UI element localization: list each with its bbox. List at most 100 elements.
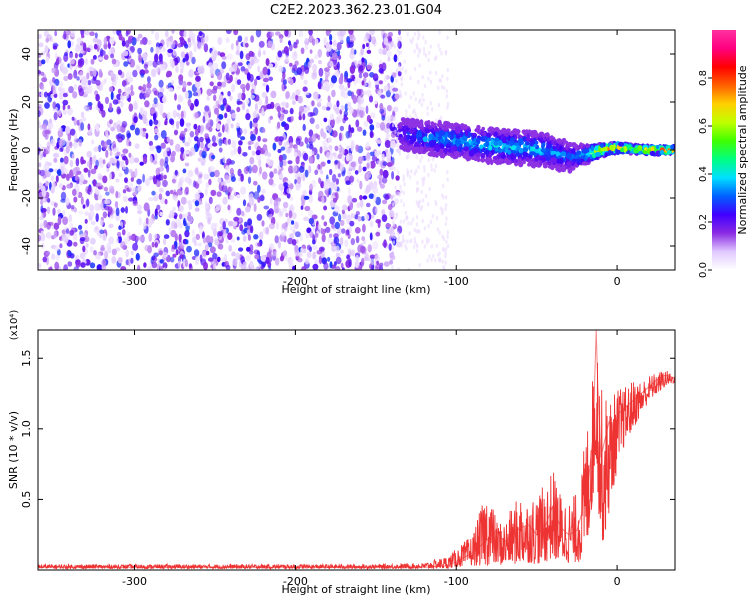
heatmap-cell [86, 72, 90, 80]
heatmap-cell [350, 238, 355, 246]
heatmap-cell [290, 258, 294, 266]
heatmap-cell [413, 240, 417, 245]
heatmap-cell [355, 211, 360, 216]
heatmap-cell [334, 266, 341, 270]
heatmap-cell [158, 265, 162, 270]
heatmap-cell [91, 156, 96, 165]
heatmap-cell [427, 202, 430, 207]
heatmap-cell [179, 244, 185, 249]
heatmap-cell [180, 51, 186, 59]
heatmap-cell [513, 158, 518, 163]
heatmap-cell [187, 37, 191, 43]
heatmap-cell [398, 243, 401, 248]
heatmap-cell [153, 233, 158, 239]
heatmap-cell [333, 236, 340, 245]
heatmap-cell [54, 30, 58, 37]
heatmap-cell [498, 158, 504, 163]
spectrogram-x-ticks: -300 -200 -100 0 [122, 30, 621, 288]
heatmap-cell [55, 175, 59, 183]
heatmap-cell [262, 66, 268, 76]
heatmap-cell [289, 196, 294, 201]
heatmap-cell [581, 149, 586, 154]
heatmap-cell [396, 170, 400, 175]
heatmap-cell [365, 89, 372, 96]
heatmap-cell [546, 144, 552, 149]
heatmap-cell [53, 152, 59, 158]
heatmap-cell [358, 109, 365, 118]
heatmap-cell [365, 257, 371, 262]
heatmap-cell [180, 196, 187, 205]
snr-y-label: SNR (10 * v/v) [7, 411, 20, 489]
heatmap-cell [175, 65, 179, 73]
heatmap-cell [124, 177, 128, 184]
heatmap-cell [251, 164, 258, 174]
heatmap-cell [62, 99, 69, 106]
heatmap-cell [604, 152, 608, 158]
heatmap-cell [217, 256, 221, 262]
heatmap-cell [53, 93, 58, 98]
heatmap-cell [423, 51, 426, 56]
heatmap-cell [304, 169, 309, 178]
heatmap-cell [500, 134, 504, 140]
heatmap-cell [56, 169, 62, 175]
snr-trend-line [38, 330, 675, 568]
heatmap-cell [107, 246, 112, 254]
heatmap-cell [373, 194, 377, 203]
heatmap-cell [390, 160, 395, 166]
heatmap-cell [148, 218, 155, 225]
heatmap-cell [365, 184, 371, 193]
heatmap-cell [73, 241, 78, 247]
heatmap-cell [482, 131, 487, 136]
y-tick-label: 1.5 [20, 349, 33, 367]
heatmap-cell [383, 37, 389, 46]
heatmap-cell [137, 210, 143, 215]
heatmap-cell [440, 84, 444, 90]
heatmap-cell [194, 207, 200, 212]
heatmap-cell [190, 33, 196, 38]
heatmap-cell [421, 75, 424, 80]
heatmap-cell [346, 254, 350, 260]
heatmap-cell [214, 169, 220, 178]
heatmap-cell [68, 86, 74, 94]
heatmap-cell [228, 244, 233, 252]
heatmap-cell [411, 36, 415, 41]
heatmap-cell [214, 107, 219, 115]
heatmap-cell [38, 110, 41, 118]
heatmap-cell [170, 155, 175, 163]
heatmap-cell [414, 97, 417, 102]
heatmap-cell [194, 128, 199, 137]
heatmap-cell [331, 75, 337, 84]
heatmap-cell [403, 59, 406, 64]
heatmap-cell [331, 130, 338, 138]
heatmap-cell [347, 195, 353, 205]
heatmap-cell [199, 254, 203, 263]
heatmap-cell [38, 263, 42, 269]
heatmap-cell [194, 80, 201, 89]
heatmap-cell [367, 80, 372, 89]
heatmap-cell [237, 146, 242, 155]
heatmap-cell [278, 34, 284, 40]
heatmap-cell [287, 160, 293, 165]
heatmap-cell [155, 66, 160, 73]
heatmap-cell [326, 151, 330, 159]
heatmap-cell [534, 132, 540, 137]
heatmap-cell [402, 202, 406, 207]
heatmap-cell [149, 107, 156, 114]
heatmap-cell [273, 168, 278, 174]
heatmap-cell [58, 86, 62, 92]
heatmap-cell [254, 254, 260, 260]
heatmap-cell [294, 145, 299, 154]
heatmap-cell [187, 200, 192, 205]
heatmap-cell [45, 170, 51, 178]
heatmap-cell [49, 266, 53, 270]
heatmap-cell [493, 131, 499, 137]
snr-panel: -300 -200 -100 0 0.51.01.5 Height of straig… [7, 310, 676, 596]
heatmap-cell [428, 50, 431, 56]
heatmap-cell [332, 173, 337, 183]
heatmap-cell [327, 256, 331, 262]
heatmap-cell [381, 214, 388, 223]
heatmap-cell [127, 38, 133, 43]
heatmap-cell [212, 252, 218, 260]
heatmap-cell [382, 169, 389, 179]
heatmap-cell [172, 253, 177, 258]
